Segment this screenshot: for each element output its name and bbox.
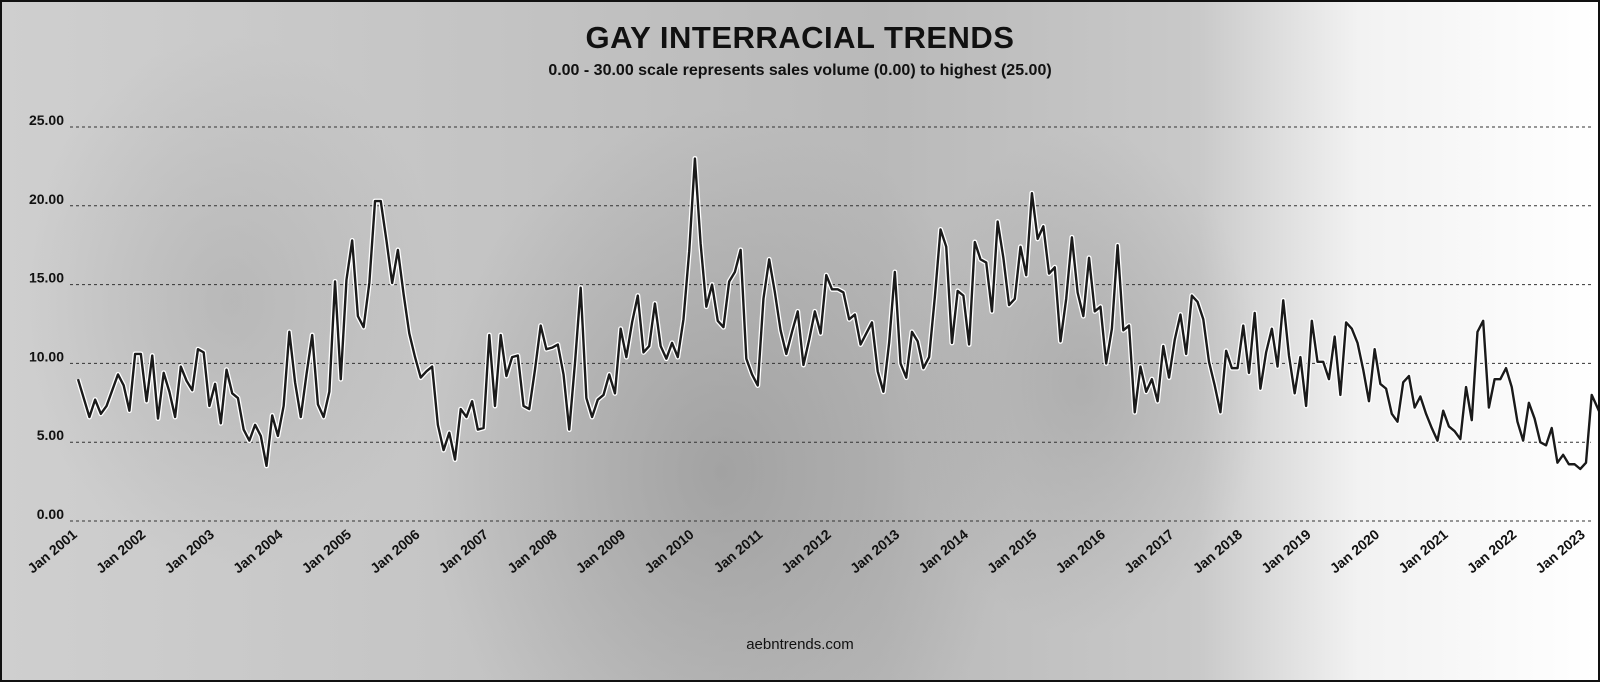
- series-line-halo: [75, 156, 1598, 472]
- y-tick-label: 20.00: [29, 191, 64, 207]
- source-credit: aebntrends.com: [746, 636, 854, 653]
- x-tick-label: Jan 2018: [1190, 526, 1246, 576]
- y-tick-label: 25.00: [29, 112, 64, 128]
- x-tick-label: Jan 2020: [1327, 526, 1383, 576]
- x-tick-label: Jan 2009: [573, 526, 629, 576]
- x-tick-label: Jan 2002: [93, 526, 149, 576]
- y-tick-label: 0.00: [37, 506, 64, 522]
- x-tick-label: Jan 2001: [24, 526, 80, 576]
- x-tick-label: Jan 2015: [984, 526, 1040, 576]
- x-tick-label: Jan 2017: [1121, 526, 1177, 576]
- chart-title: GAY INTERRACIAL TRENDS: [585, 20, 1015, 55]
- y-tick-labels: 0.00 5.00 10.00 15.00 20.00 25.00: [29, 112, 64, 522]
- x-tick-label: Jan 2022: [1464, 526, 1520, 576]
- x-tick-labels: Jan 2001 Jan 2002 Jan 2003 Jan 2004 Jan 2005…: [24, 526, 1588, 576]
- x-tick-label: Jan 2004: [230, 526, 286, 576]
- x-tick-label: Jan 2014: [915, 526, 971, 576]
- x-tick-label: Jan 2011: [710, 526, 765, 576]
- x-tick-label: Jan 2013: [847, 526, 903, 576]
- series-line: [76, 157, 1598, 471]
- x-tick-label: Jan 2019: [1258, 526, 1314, 576]
- chart-subtitle: 0.00 - 30.00 scale represents sales volu…: [548, 62, 1052, 79]
- y-tick-label: 10.00: [29, 348, 64, 364]
- x-tick-label: Jan 2006: [367, 526, 423, 576]
- x-tick-label: Jan 2016: [1052, 526, 1108, 576]
- x-tick-label: Jan 2021: [1395, 526, 1451, 576]
- gridlines: [70, 126, 1594, 522]
- x-tick-label: Jan 2023: [1532, 526, 1588, 576]
- y-tick-label: 5.00: [37, 427, 64, 443]
- x-tick-label: Jan 2007: [436, 526, 492, 576]
- y-tick-label: 15.00: [29, 270, 64, 286]
- x-tick-label: Jan 2003: [161, 526, 217, 576]
- x-tick-label: Jan 2008: [504, 526, 560, 576]
- x-tick-label: Jan 2012: [778, 526, 834, 576]
- series-line-group: [75, 156, 1598, 472]
- x-tick-label: Jan 2010: [641, 526, 697, 576]
- x-tick-label: Jan 2005: [298, 526, 354, 576]
